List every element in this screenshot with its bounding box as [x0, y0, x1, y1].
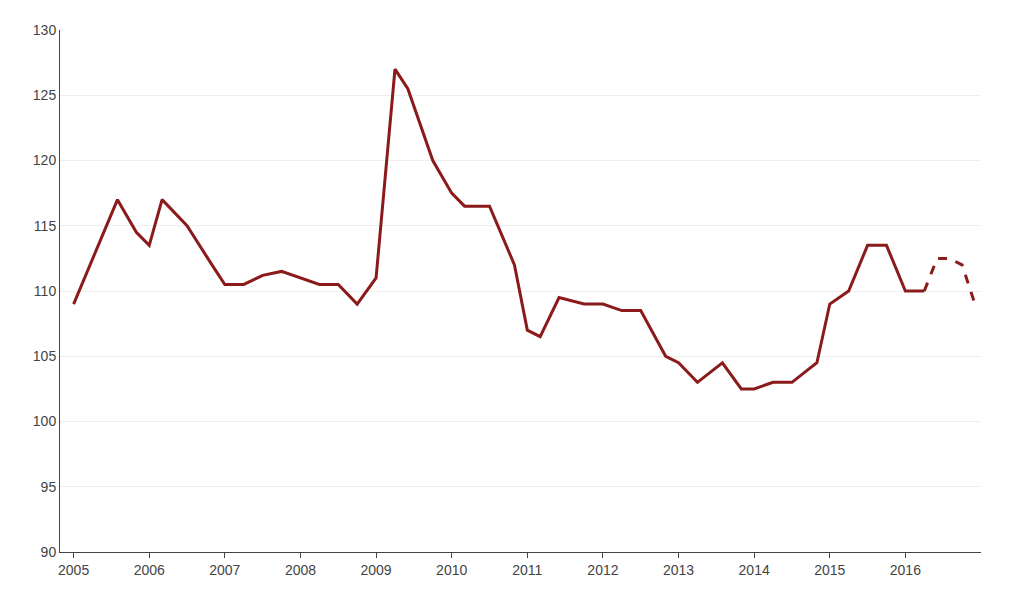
- svg-text:100: 100: [33, 413, 57, 429]
- svg-text:2015: 2015: [814, 562, 845, 578]
- svg-text:105: 105: [33, 348, 57, 364]
- svg-text:2008: 2008: [285, 562, 316, 578]
- svg-text:2006: 2006: [134, 562, 165, 578]
- svg-text:110: 110: [34, 283, 57, 299]
- svg-text:2009: 2009: [360, 562, 391, 578]
- svg-text:2016: 2016: [890, 562, 921, 578]
- svg-text:2007: 2007: [209, 562, 240, 578]
- svg-text:2010: 2010: [436, 562, 467, 578]
- svg-text:130: 130: [33, 22, 57, 38]
- svg-text:2005: 2005: [58, 562, 89, 578]
- svg-text:90: 90: [41, 544, 57, 560]
- svg-text:2012: 2012: [587, 562, 618, 578]
- svg-text:125: 125: [33, 87, 57, 103]
- svg-text:95: 95: [41, 479, 57, 495]
- svg-text:120: 120: [33, 152, 57, 168]
- svg-text:2014: 2014: [739, 562, 770, 578]
- svg-text:115: 115: [34, 218, 57, 234]
- svg-text:2013: 2013: [663, 562, 694, 578]
- svg-text:2011: 2011: [512, 562, 542, 578]
